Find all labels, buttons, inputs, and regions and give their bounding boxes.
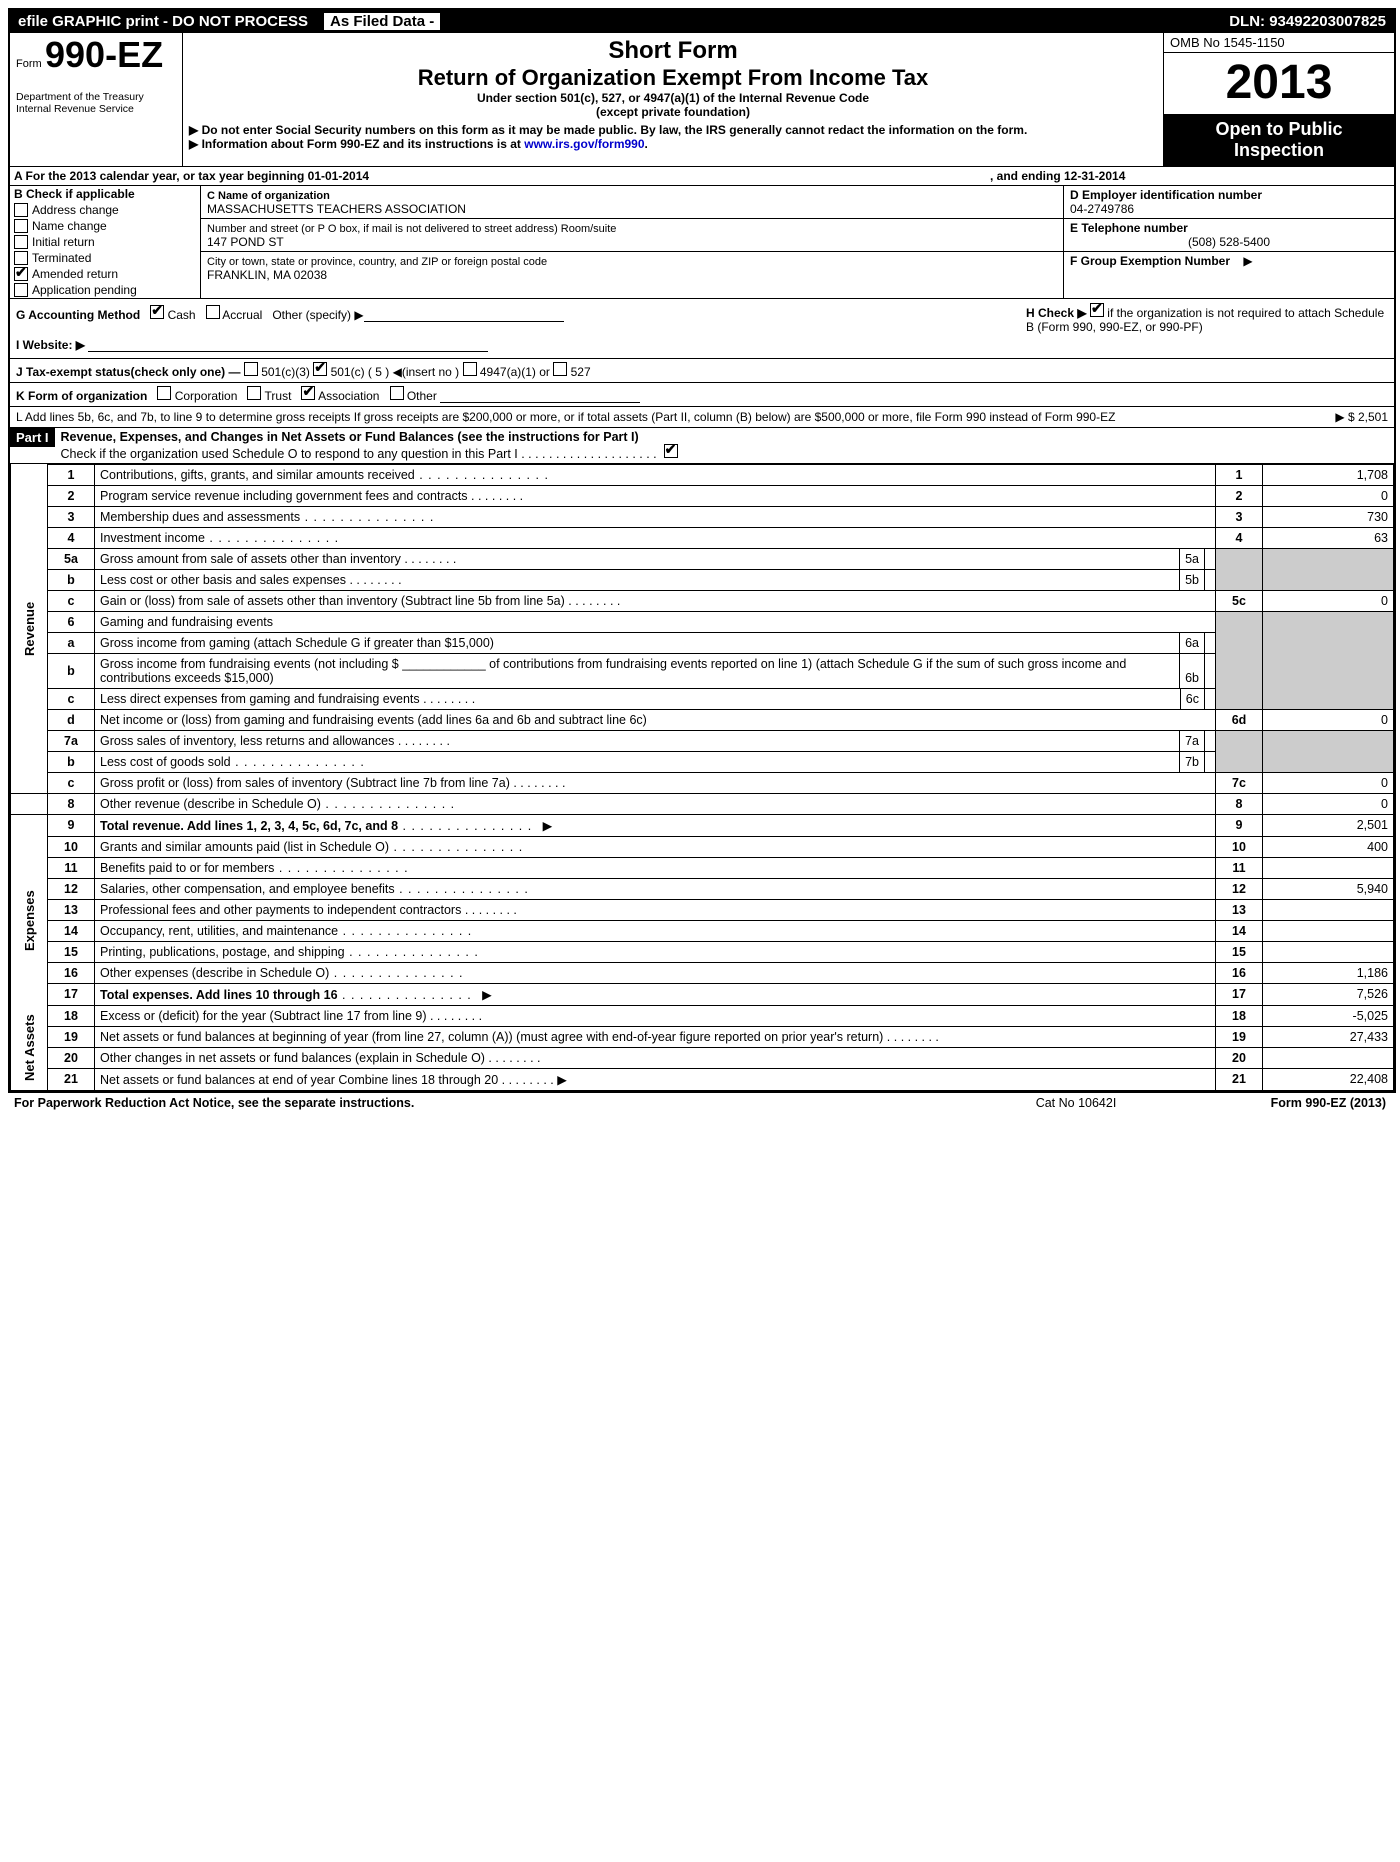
side-net: Net Assets bbox=[11, 1005, 48, 1090]
phone: (508) 528-5400 bbox=[1070, 235, 1388, 249]
val-19: 27,433 bbox=[1263, 1026, 1394, 1047]
chk-4947[interactable] bbox=[463, 362, 477, 376]
chk-assoc[interactable] bbox=[301, 386, 315, 400]
org-name: MASSACHUSETTS TEACHERS ASSOCIATION bbox=[207, 202, 466, 216]
val-4: 63 bbox=[1263, 527, 1394, 548]
omb-number: OMB No 1545-1150 bbox=[1164, 33, 1394, 53]
subtitle1: Under section 501(c), 527, or 4947(a)(1)… bbox=[189, 91, 1157, 105]
val-2: 0 bbox=[1263, 485, 1394, 506]
header-left: Form 990-EZ Department of the Treasury I… bbox=[10, 33, 183, 166]
val-1: 1,708 bbox=[1263, 464, 1394, 485]
row-l: L Add lines 5b, 6c, and 7b, to line 9 to… bbox=[10, 407, 1394, 428]
val-18: -5,025 bbox=[1263, 1005, 1394, 1026]
part-i-header: Part I Revenue, Expenses, and Changes in… bbox=[10, 428, 1394, 464]
val-10: 400 bbox=[1263, 836, 1394, 857]
section-bcdef: B Check if applicable Address change Nam… bbox=[10, 186, 1394, 299]
chk-trust[interactable] bbox=[247, 386, 261, 400]
topbar-mid: As Filed Data - bbox=[316, 10, 1221, 33]
val-21: 22,408 bbox=[1263, 1068, 1394, 1090]
chk-501c[interactable] bbox=[313, 362, 327, 376]
tax-year: 2013 bbox=[1164, 53, 1394, 115]
val-20 bbox=[1263, 1047, 1394, 1068]
chk-other[interactable] bbox=[390, 386, 404, 400]
form-number: 990-EZ bbox=[45, 34, 163, 75]
chk-527[interactable] bbox=[553, 362, 567, 376]
note1: ▶ Do not enter Social Security numbers o… bbox=[189, 123, 1157, 137]
val-16: 1,186 bbox=[1263, 962, 1394, 983]
chk-501c3[interactable] bbox=[244, 362, 258, 376]
org-street: 147 POND ST bbox=[207, 235, 284, 249]
topbar: efile GRAPHIC print - DO NOT PROCESS As … bbox=[10, 10, 1394, 33]
footer-cat: Cat No 10642I bbox=[966, 1096, 1186, 1110]
chk-accrual[interactable] bbox=[206, 305, 220, 319]
val-7c: 0 bbox=[1263, 772, 1394, 793]
h-check: H Check ▶ if the organization is not req… bbox=[1026, 303, 1386, 334]
chk-initial[interactable]: Initial return bbox=[10, 234, 200, 250]
val-3: 730 bbox=[1263, 506, 1394, 527]
footer-form: Form 990-EZ (2013) bbox=[1186, 1096, 1386, 1110]
row-a: A For the 2013 calendar year, or tax yea… bbox=[10, 167, 1394, 186]
row-k: K Form of organization Corporation Trust… bbox=[10, 383, 1394, 407]
topbar-left: efile GRAPHIC print - DO NOT PROCESS bbox=[10, 10, 316, 33]
header: Form 990-EZ Department of the Treasury I… bbox=[10, 33, 1394, 167]
org-city: FRANKLIN, MA 02038 bbox=[207, 268, 327, 282]
chk-name[interactable]: Name change bbox=[10, 218, 200, 234]
chk-corp[interactable] bbox=[157, 386, 171, 400]
val-6d: 0 bbox=[1263, 709, 1394, 730]
val-15 bbox=[1263, 941, 1394, 962]
block-ghi: H Check ▶ if the organization is not req… bbox=[10, 299, 1394, 359]
chk-pending[interactable]: Application pending bbox=[10, 282, 200, 298]
footer: For Paperwork Reduction Act Notice, see … bbox=[8, 1093, 1392, 1113]
val-13 bbox=[1263, 899, 1394, 920]
side-revenue: Revenue bbox=[11, 464, 48, 793]
chk-address[interactable]: Address change bbox=[10, 202, 200, 218]
val-9: 2,501 bbox=[1263, 814, 1394, 836]
form-title: Return of Organization Exempt From Incom… bbox=[189, 65, 1157, 91]
note2: ▶ Information about Form 990-EZ and its … bbox=[189, 137, 1157, 151]
chk-cash[interactable] bbox=[150, 305, 164, 319]
subtitle2: (except private foundation) bbox=[189, 105, 1157, 119]
chk-h[interactable] bbox=[1090, 303, 1104, 317]
inspection-box: Open to Public Inspection bbox=[1164, 115, 1394, 166]
gross-receipts: ▶ $ 2,501 bbox=[1268, 410, 1388, 424]
header-right: OMB No 1545-1150 2013 Open to Public Ins… bbox=[1163, 33, 1394, 166]
col-b: B Check if applicable Address change Nam… bbox=[10, 186, 201, 298]
form-container: efile GRAPHIC print - DO NOT PROCESS As … bbox=[8, 8, 1396, 1093]
dept-treasury: Department of the Treasury bbox=[16, 91, 176, 103]
val-14 bbox=[1263, 920, 1394, 941]
row-j: J Tax-exempt status(check only one) — 50… bbox=[10, 359, 1394, 383]
val-5c: 0 bbox=[1263, 590, 1394, 611]
finance-table: Revenue 1Contributions, gifts, grants, a… bbox=[10, 464, 1394, 1091]
short-form: Short Form bbox=[189, 37, 1157, 65]
val-8: 0 bbox=[1263, 793, 1394, 814]
irs-link[interactable]: www.irs.gov/form990 bbox=[524, 137, 644, 151]
header-mid: Short Form Return of Organization Exempt… bbox=[183, 33, 1163, 166]
val-12: 5,940 bbox=[1263, 878, 1394, 899]
footer-left: For Paperwork Reduction Act Notice, see … bbox=[14, 1096, 966, 1110]
chk-terminated[interactable]: Terminated bbox=[10, 250, 200, 266]
val-17: 7,526 bbox=[1263, 983, 1394, 1005]
val-11 bbox=[1263, 857, 1394, 878]
form-prefix: Form bbox=[16, 58, 42, 70]
col-c: C Name of organizationMASSACHUSETTS TEAC… bbox=[201, 186, 1064, 298]
chk-amended[interactable]: Amended return bbox=[10, 266, 200, 282]
col-d: D Employer identification number04-27497… bbox=[1064, 186, 1394, 298]
side-expenses: Expenses bbox=[11, 836, 48, 1005]
topbar-dln: DLN: 93492203007825 bbox=[1221, 10, 1394, 33]
dept-irs: Internal Revenue Service bbox=[16, 103, 176, 115]
ein: 04-2749786 bbox=[1070, 202, 1134, 216]
chk-schedule-o[interactable] bbox=[664, 444, 678, 458]
